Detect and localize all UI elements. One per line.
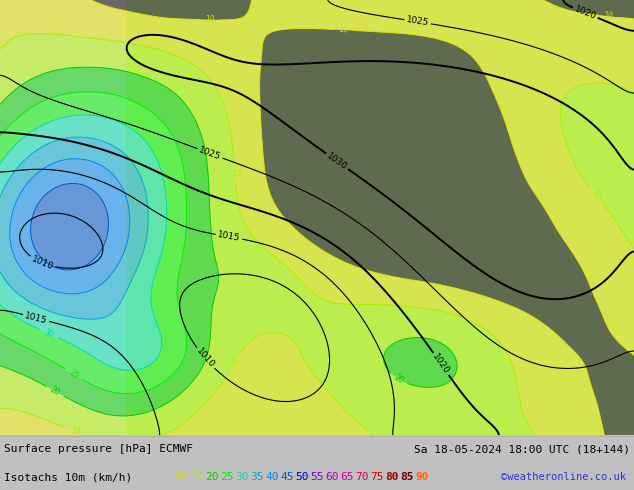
Text: 10: 10	[205, 15, 215, 24]
Text: 55: 55	[310, 472, 323, 482]
Text: 50: 50	[295, 472, 309, 482]
Text: 45: 45	[280, 472, 294, 482]
Text: 25: 25	[220, 472, 233, 482]
Text: ©weatheronline.co.uk: ©weatheronline.co.uk	[501, 472, 626, 482]
Text: 1020: 1020	[573, 4, 597, 22]
Text: 25: 25	[67, 368, 80, 380]
Text: 1015: 1015	[217, 230, 241, 243]
Text: 40: 40	[265, 472, 278, 482]
Text: 10: 10	[175, 472, 188, 482]
Text: Sa 18-05-2024 18:00 UTC (18+144): Sa 18-05-2024 18:00 UTC (18+144)	[414, 444, 630, 454]
Text: 20: 20	[205, 472, 219, 482]
Text: Isotachs 10m (km/h): Isotachs 10m (km/h)	[4, 472, 133, 482]
Text: 10: 10	[339, 25, 349, 35]
Text: 15: 15	[230, 168, 240, 178]
Text: 1030: 1030	[325, 151, 349, 171]
Text: 85: 85	[400, 472, 413, 482]
Text: 10: 10	[604, 11, 614, 21]
Text: 80: 80	[385, 472, 399, 482]
Text: 20: 20	[392, 373, 405, 386]
Text: 35: 35	[250, 472, 264, 482]
Text: 20: 20	[49, 385, 61, 397]
Text: 15: 15	[190, 472, 204, 482]
Text: 60: 60	[325, 472, 339, 482]
Text: 15: 15	[229, 355, 242, 368]
Text: 30: 30	[235, 472, 249, 482]
Text: 1015: 1015	[24, 311, 48, 325]
Text: 90: 90	[415, 472, 429, 482]
Text: 1025: 1025	[406, 16, 430, 28]
Text: 1025: 1025	[198, 145, 222, 162]
Text: 65: 65	[340, 472, 354, 482]
Text: 15: 15	[590, 188, 602, 201]
Text: 30: 30	[43, 328, 56, 340]
Text: 1010: 1010	[30, 254, 55, 271]
Text: 1020: 1020	[431, 352, 451, 376]
Text: 75: 75	[370, 472, 384, 482]
Text: Surface pressure [hPa] ECMWF: Surface pressure [hPa] ECMWF	[4, 444, 193, 454]
Text: 15: 15	[69, 426, 82, 438]
Text: 70: 70	[355, 472, 368, 482]
Text: 1010: 1010	[194, 346, 216, 370]
